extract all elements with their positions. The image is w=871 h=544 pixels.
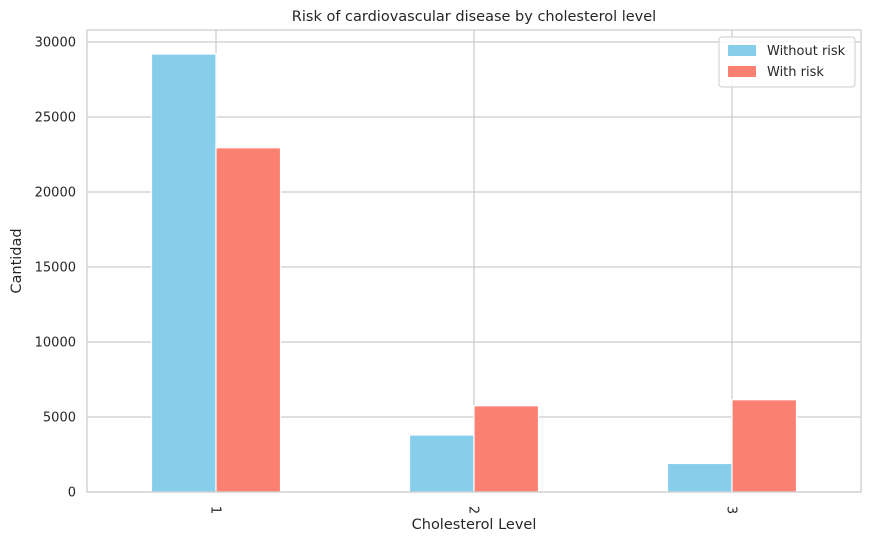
x-tick-label: 1 [208, 506, 223, 514]
y-tick-labels: 0 5000 10000 15000 20000 25000 30000 [35, 36, 76, 501]
y-tick-label: 30000 [35, 36, 76, 51]
y-tick-label: 0 [68, 486, 76, 501]
y-tick-label: 25000 [35, 111, 76, 126]
x-tick-labels: 1 2 3 [208, 506, 739, 514]
bar-with-risk-1 [215, 147, 282, 493]
bars [150, 53, 798, 493]
legend-swatch [728, 45, 756, 56]
chart-title: Risk of cardiovascular disease by choles… [292, 9, 656, 25]
x-tick-label: 2 [466, 506, 481, 514]
bar-without-risk-1 [150, 53, 217, 493]
legend-label: Without risk [767, 44, 846, 59]
bar-with-risk-2 [473, 405, 540, 493]
legend: Without risk With risk [718, 36, 856, 88]
y-tick-label: 5000 [43, 411, 76, 426]
bar-without-risk-3 [666, 462, 733, 493]
legend-label: With risk [767, 65, 824, 80]
y-tick-label: 15000 [35, 261, 76, 276]
x-tick-label: 3 [724, 506, 739, 514]
y-tick-label: 20000 [35, 186, 76, 201]
x-axis-label: Cholesterol Level [412, 517, 537, 533]
bar-without-risk-2 [408, 434, 475, 493]
plot-frame [86, 29, 862, 493]
legend-swatch [728, 66, 756, 77]
y-axis-label: Cantidad [9, 228, 25, 293]
bar-with-risk-3 [731, 399, 798, 493]
y-tick-label: 10000 [35, 336, 76, 351]
